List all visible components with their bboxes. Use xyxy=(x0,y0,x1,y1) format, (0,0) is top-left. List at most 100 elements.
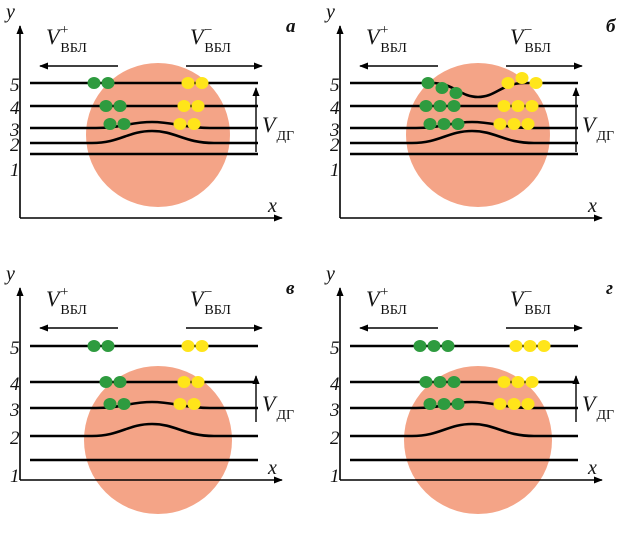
line-number-5: 5 xyxy=(10,338,20,359)
yellow-dot xyxy=(509,340,523,352)
yellow-dot xyxy=(187,398,201,410)
y-axis-label: y xyxy=(324,263,335,285)
yellow-dot xyxy=(525,100,539,112)
yellow-dot xyxy=(529,77,543,89)
green-dot xyxy=(451,398,465,410)
yellow-dot xyxy=(515,72,529,84)
field-line-2 xyxy=(30,129,258,145)
label-v-minus: V− ВБЛ xyxy=(510,285,551,318)
x-axis-label: x xyxy=(587,195,597,217)
green-dot xyxy=(427,340,441,352)
panel-letter: а xyxy=(286,16,296,37)
label-v-minus: V− ВБЛ xyxy=(190,23,231,56)
green-dot xyxy=(451,118,465,130)
yellow-dot xyxy=(537,340,551,352)
green-dot xyxy=(113,376,127,388)
panel-letter: в xyxy=(286,278,295,299)
green-dot xyxy=(87,340,101,352)
line-number-2: 2 xyxy=(330,428,340,449)
label-v-minus: V− ВБЛ xyxy=(190,285,231,318)
x-axis-label: x xyxy=(267,457,277,479)
yellow-dot xyxy=(181,340,195,352)
line-number-3: 3 xyxy=(329,120,340,141)
yellow-dot xyxy=(177,376,191,388)
yellow-dot xyxy=(493,398,507,410)
label-v-minus: V− ВБЛ xyxy=(510,23,551,56)
field-line-2 xyxy=(350,422,578,438)
line-number-4: 4 xyxy=(330,374,340,395)
line-number-4: 4 xyxy=(330,98,340,119)
sphere xyxy=(84,366,232,514)
line-number-1: 1 xyxy=(330,466,340,487)
green-dot xyxy=(117,118,131,130)
line-number-2: 2 xyxy=(10,135,20,156)
line-number-2: 2 xyxy=(330,135,340,156)
line-number-4: 4 xyxy=(10,374,20,395)
yellow-dot xyxy=(177,100,191,112)
yellow-dot xyxy=(501,77,515,89)
label-v-plus: V+ ВБЛ xyxy=(366,23,407,56)
sphere xyxy=(404,366,552,514)
field-line-2 xyxy=(350,129,578,145)
green-dot xyxy=(447,376,461,388)
green-dot xyxy=(103,398,117,410)
y-axis-label: y xyxy=(4,1,15,23)
line-number-1: 1 xyxy=(10,160,20,181)
line-number-3: 3 xyxy=(329,400,340,421)
yellow-dot xyxy=(507,398,521,410)
yellow-dot xyxy=(497,100,511,112)
yellow-dot xyxy=(521,118,535,130)
line-number-1: 1 xyxy=(10,466,20,487)
label-v-dg: VДГ xyxy=(262,112,294,144)
yellow-dot xyxy=(191,376,205,388)
green-dot xyxy=(103,118,117,130)
line-number-4: 4 xyxy=(10,98,20,119)
yellow-dot xyxy=(521,398,535,410)
green-dot xyxy=(423,398,437,410)
yellow-dot xyxy=(523,340,537,352)
yellow-dot xyxy=(173,118,187,130)
yellow-dot xyxy=(173,398,187,410)
y-axis-label: y xyxy=(324,1,335,23)
green-dot xyxy=(435,82,449,94)
panel-letter: г xyxy=(606,278,613,299)
green-dot xyxy=(437,118,451,130)
label-v-dg: VДГ xyxy=(262,391,294,423)
yellow-dot xyxy=(187,118,201,130)
yellow-dot xyxy=(511,100,525,112)
x-axis-label: x xyxy=(587,457,597,479)
green-dot xyxy=(99,376,113,388)
line-number-3: 3 xyxy=(9,400,20,421)
x-axis-label: x xyxy=(267,195,277,217)
label-v-plus: V+ ВБЛ xyxy=(46,285,87,318)
green-dot xyxy=(87,77,101,89)
sphere xyxy=(406,63,550,207)
green-dot xyxy=(101,340,115,352)
y-axis-label: y xyxy=(4,263,15,285)
yellow-dot xyxy=(493,118,507,130)
panel-letter: б xyxy=(606,16,617,37)
line-number-2: 2 xyxy=(10,428,20,449)
line-number-3: 3 xyxy=(9,120,20,141)
yellow-dot xyxy=(191,100,205,112)
green-dot xyxy=(433,376,447,388)
green-dot xyxy=(101,77,115,89)
yellow-dot xyxy=(497,376,511,388)
green-dot xyxy=(117,398,131,410)
label-v-plus: V+ ВБЛ xyxy=(46,23,87,56)
label-v-dg: VДГ xyxy=(582,112,614,144)
green-dot xyxy=(419,376,433,388)
green-dot xyxy=(113,100,127,112)
field-line-2 xyxy=(30,422,258,438)
yellow-dot xyxy=(181,77,195,89)
line-number-5: 5 xyxy=(330,338,340,359)
yellow-dot xyxy=(525,376,539,388)
panel-4: y x г 1 2 3 4 5 V+ ВБЛ V− ВБЛ VДГ xyxy=(324,263,614,514)
green-dot xyxy=(421,77,435,89)
green-dot xyxy=(441,340,455,352)
line-number-1: 1 xyxy=(330,160,340,181)
green-dot xyxy=(419,100,433,112)
